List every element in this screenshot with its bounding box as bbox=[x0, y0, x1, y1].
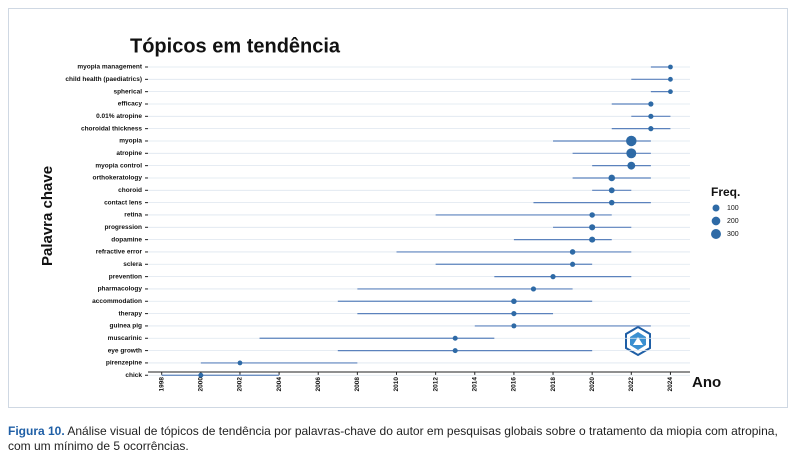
keyword-label: prevention bbox=[109, 273, 142, 280]
median-point bbox=[569, 249, 576, 255]
x-tick-label: 2006 bbox=[315, 377, 322, 392]
x-tick-label: 2018 bbox=[550, 377, 557, 392]
keyword-label: pharmacology bbox=[98, 286, 143, 293]
legend-label: 200 bbox=[727, 218, 739, 225]
median-point bbox=[589, 212, 595, 218]
median-point bbox=[237, 360, 243, 366]
keyword-label: dopamine bbox=[111, 236, 142, 243]
x-tick-label: 2012 bbox=[432, 377, 439, 392]
median-point bbox=[648, 113, 654, 119]
median-point bbox=[668, 89, 673, 95]
keyword-label: spherical bbox=[113, 88, 142, 95]
median-point bbox=[452, 348, 458, 354]
x-tick-label: 2004 bbox=[276, 377, 283, 392]
x-tick-label: 2024 bbox=[667, 377, 674, 392]
keyword-label: sclera bbox=[123, 261, 142, 268]
legend-size bbox=[711, 229, 721, 239]
median-point bbox=[668, 64, 673, 70]
keyword-label: orthokeratology bbox=[93, 175, 143, 182]
logo bbox=[625, 325, 651, 357]
x-axis-label: Ano bbox=[692, 374, 721, 391]
x-tick-label: 2020 bbox=[589, 377, 596, 392]
x-tick-label: 2002 bbox=[237, 377, 244, 392]
legend-size bbox=[712, 204, 720, 212]
median-point bbox=[511, 311, 517, 317]
median-point bbox=[648, 126, 654, 132]
median-point bbox=[608, 174, 616, 182]
median-point bbox=[589, 236, 596, 243]
median-point bbox=[648, 101, 654, 107]
chart: Tópicos em tendência Palavra chave Ano F… bbox=[39, 35, 740, 392]
keyword-label: pirenzepine bbox=[106, 360, 143, 367]
legend-label: 300 bbox=[727, 231, 739, 238]
legend-label: 100 bbox=[727, 205, 739, 212]
median-point bbox=[668, 76, 673, 82]
median-point bbox=[511, 323, 517, 329]
keyword-label: retina bbox=[124, 212, 142, 219]
legend-title: Freq. bbox=[711, 185, 740, 199]
keyword-label: progression bbox=[104, 224, 142, 231]
x-tick-label: 2008 bbox=[354, 377, 361, 392]
keyword-label: accommodation bbox=[92, 298, 142, 305]
median-point bbox=[627, 161, 636, 170]
x-tick-label: 2022 bbox=[628, 377, 635, 392]
figure-frame bbox=[8, 8, 788, 408]
y-axis-label: Palavra chave bbox=[39, 166, 56, 266]
keyword-label: therapy bbox=[119, 310, 143, 317]
keyword-label: choroid bbox=[118, 187, 142, 194]
x-tick-label: 2014 bbox=[471, 377, 478, 392]
keyword-label: choroidal thickness bbox=[81, 125, 142, 132]
median-point bbox=[530, 286, 537, 292]
x-tick-label: 1998 bbox=[158, 377, 165, 392]
caption: Figura 10. Análise visual de tópicos de … bbox=[8, 424, 793, 454]
median-point bbox=[452, 335, 458, 341]
keyword-label: myopia control bbox=[95, 162, 142, 169]
median-point bbox=[550, 274, 556, 280]
x-tick-label: 2010 bbox=[393, 377, 400, 392]
keyword-label: efficacy bbox=[118, 101, 143, 108]
keyword-label: 0.01% atropine bbox=[96, 113, 142, 120]
keyword-label: myopia bbox=[119, 138, 142, 145]
median-point bbox=[570, 261, 576, 267]
keyword-label: contact lens bbox=[104, 199, 142, 206]
caption-text: Análise visual de tópicos de tendência p… bbox=[8, 424, 778, 453]
median-point bbox=[198, 372, 204, 378]
median-point bbox=[626, 135, 637, 147]
keyword-label: chick bbox=[125, 372, 142, 379]
median-point bbox=[608, 187, 615, 194]
median-point bbox=[511, 298, 517, 305]
keyword-label: child health (paediatrics) bbox=[65, 76, 142, 83]
x-tick-label: 2000 bbox=[198, 377, 205, 392]
keyword-label: eye growth bbox=[108, 347, 142, 354]
keyword-label: myopia management bbox=[77, 64, 142, 71]
keyword-label: muscarinic bbox=[108, 335, 143, 342]
median-point bbox=[608, 199, 615, 206]
median-point bbox=[589, 224, 596, 231]
legend-size bbox=[711, 216, 721, 226]
keyword-label: guinea pig bbox=[110, 323, 143, 330]
caption-label: Figura 10. bbox=[8, 424, 65, 438]
keyword-label: atropine bbox=[116, 150, 142, 157]
chart-title: Tópicos em tendência bbox=[130, 35, 341, 57]
x-tick-label: 2016 bbox=[511, 377, 518, 392]
keyword-label: refractive error bbox=[96, 249, 143, 256]
median-point bbox=[626, 148, 637, 159]
